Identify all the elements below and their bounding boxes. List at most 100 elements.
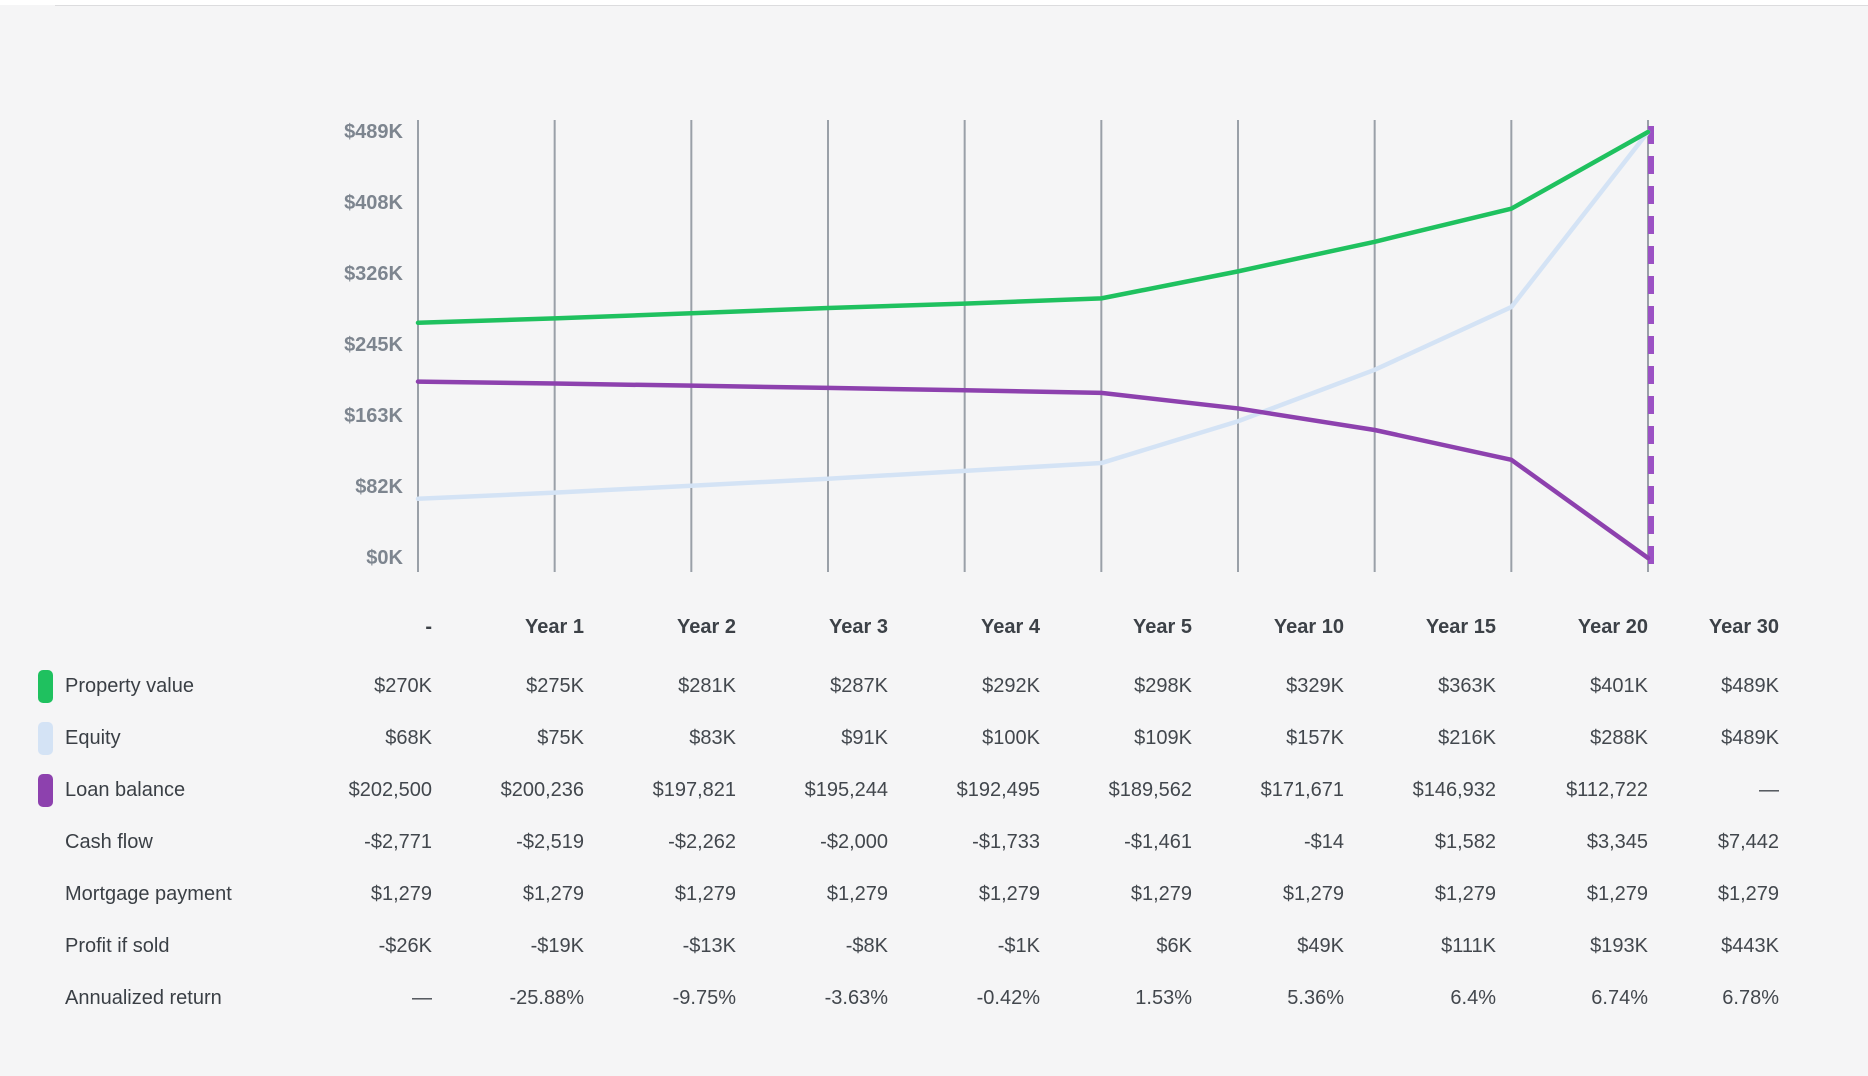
table-value-cell: $111K [1441,934,1496,957]
column-header-year-1: Year 1 [525,615,584,638]
table-value-cell: $7,442 [1717,830,1779,853]
table-row-property-value: Property value $270K $275K $281K $287K $292K $… [0,660,1868,712]
column-header-year-30: Year 30 [1708,615,1779,638]
row-label-cell: Property value [38,669,288,703]
table-value-cell: -25.88% [509,986,585,1009]
table-value-cell: $1,279 [826,882,888,905]
table-value-cell: -$2,519 [516,830,584,853]
table-value-cell: — [412,986,432,1009]
table-value-cell: $91K [841,726,888,749]
y-axis-tick-label: $82K [355,475,403,498]
table-value-cell: 5.36% [1287,986,1344,1009]
table-value-cell: -3.63% [824,986,888,1009]
table-row-profit-if-sold: Profit if sold -$26K -$19K -$13K -$8K -$1K $6K… [0,920,1868,972]
table-value-cell: $281K [678,674,736,697]
table-value-cell: $1,279 [1586,882,1648,905]
table-value-cell: $298K [1134,674,1192,697]
table-value-cell: $363K [1438,674,1496,697]
legend-chip-placeholder [38,982,53,1015]
table-value-cell: -$1,461 [1124,830,1192,853]
legend-chip-loan-balance [38,773,53,807]
table-value-cell: $171,671 [1260,778,1344,801]
table-value-cell: -$2,000 [820,830,888,853]
table-value-cell: $189,562 [1108,778,1192,801]
legend-chip-placeholder [38,826,53,859]
table-value-cell: $1,582 [1434,830,1496,853]
table-value-cell: -$2,771 [364,830,432,853]
legend-chip-placeholder [38,878,53,911]
y-axis-tick-label: $489K [344,121,403,143]
table-value-cell: $275K [526,674,584,697]
table-value-cell: -$1K [997,934,1040,957]
table-value-cell: -9.75% [672,986,736,1009]
y-axis-tick-label: $326K [344,263,403,285]
table-value-cell: $197,821 [652,778,736,801]
table-value-cell: $1,279 [1717,882,1779,905]
table-value-cell: $1,279 [1434,882,1496,905]
table-header-row: - Year 1 Year 2 Year 3 Year 4 Year 5 Year 10 Ye… [0,601,1868,653]
table-value-cell: $202,500 [348,778,432,801]
table-value-cell: $216K [1438,726,1496,749]
table-value-cell: 1.53% [1135,986,1192,1009]
legend-chip-property-value [38,669,53,703]
row-label: Cash flow [65,830,153,853]
table-value-cell: -$2,262 [668,830,736,853]
table-value-cell: $68K [385,726,432,749]
table-value-cell: $288K [1590,726,1648,749]
table-value-cell: $195,244 [804,778,888,801]
column-header-year-4: Year 4 [981,615,1040,638]
table-value-cell: -$13K [682,934,736,957]
row-label-cell: Cash flow [38,826,288,859]
column-header-year-10: Year 10 [1273,615,1344,638]
projection-data-table: - Year 1 Year 2 Year 3 Year 4 Year 5 Year 10 Ye… [0,601,1868,1024]
table-value-cell: $1,279 [1130,882,1192,905]
table-value-cell: $192,495 [956,778,1040,801]
series-line-property-value [415,129,1651,326]
table-value-cell: $3,345 [1586,830,1648,853]
table-value-cell: $146,932 [1412,778,1496,801]
table-value-cell: -$26K [378,934,432,957]
row-label-cell: Loan balance [38,773,288,807]
series-line-loan-balance [415,379,1651,561]
row-label-cell: Annualized return [38,982,288,1015]
top-white-strip [0,0,1868,5]
table-value-cell: $1,279 [674,882,736,905]
row-label: Property value [65,674,194,697]
table-value-cell: 6.4% [1450,986,1496,1009]
y-axis-tick-label: $0K [366,547,403,569]
table-value-cell: $200,236 [500,778,584,801]
table-value-cell: $157K [1286,726,1344,749]
table-value-cell: $292K [982,674,1040,697]
table-row-loan-balance: Loan balance $202,500 $200,236 $197,821 $195… [0,764,1868,816]
table-row-mortgage-payment: Mortgage payment $1,279 $1,279 $1,279 $1,279… [0,868,1868,920]
row-label: Profit if sold [65,934,170,957]
table-value-cell: $401K [1590,674,1648,697]
projection-line-chart: $489K $408K $326K $245K $163K $82K $0K [344,120,1654,572]
y-axis-tick-label: $163K [344,405,403,427]
table-value-cell: — [1759,778,1779,801]
row-label: Loan balance [65,778,186,801]
table-value-cell: $1,279 [522,882,584,905]
table-value-cell: -$19K [530,934,584,957]
table-value-cell: $112,722 [1566,778,1648,801]
column-header-year-2: Year 2 [677,615,736,638]
table-value-cell: -$1,733 [972,830,1040,853]
table-value-cell: 6.74% [1591,986,1648,1009]
row-label: Annualized return [65,986,222,1009]
table-value-cell: $489K [1721,726,1779,749]
row-label-cell: Profit if sold [38,930,288,963]
table-value-cell: $1,279 [1282,882,1344,905]
table-value-cell: 6.78% [1722,986,1779,1009]
series-line-equity [415,129,1651,502]
column-header-year-3: Year 3 [829,615,888,638]
table-row-annualized-return: Annualized return — -25.88% -9.75% -3.63% -0.… [0,972,1868,1024]
y-axis-tick-label: $408K [344,191,403,214]
table-value-cell: $75K [537,726,584,749]
legend-chip-equity [38,721,53,755]
table-value-cell: $1,279 [370,882,432,905]
row-label: Equity [65,726,121,749]
chart-canvas [415,120,1654,572]
top-divider-line [55,5,1868,6]
row-label-cell: Equity [38,721,288,755]
row-label-cell: Mortgage payment [38,878,288,911]
